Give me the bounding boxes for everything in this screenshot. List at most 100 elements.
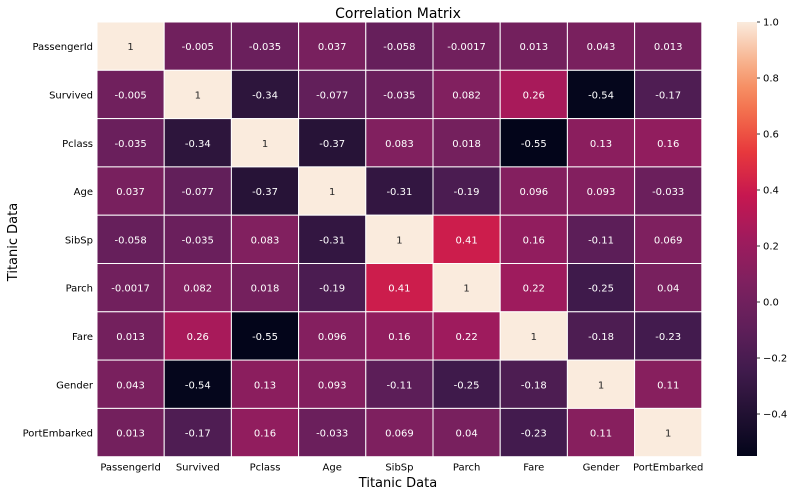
x-axis-label: Titanic Data [358,476,437,491]
heatmap-cell-label: -0.0017 [111,284,150,295]
heatmap-cell-label: 0.069 [654,235,683,246]
heatmap-cell-label: 0.083 [385,139,414,150]
x-tick-label: Parch [453,463,480,474]
heatmap-cell [365,311,434,361]
heatmap-cell [230,118,300,168]
y-tick-label: Gender [56,380,94,391]
heatmap-cell-label: 0.16 [657,139,679,150]
heatmap-cell [634,263,703,313]
heatmap-cell-label: -0.17 [655,90,681,101]
heatmap-cell [96,69,165,120]
heatmap-cell [634,118,703,168]
heatmap-cell-label: 0.093 [318,380,347,391]
heatmap-cell-label: 0.41 [388,284,410,295]
x-tick-label: Age [323,463,342,474]
heatmap-cell-label: -0.0017 [447,42,486,53]
heatmap-cell-label: 1 [329,187,335,198]
heatmap-cell-label: 0.22 [455,332,477,343]
colorbar-tick-label: 0.6 [763,130,779,141]
heatmap-cell-label: 1 [531,332,537,343]
heatmap-cell [96,263,165,313]
y-tick-label: PortEmbarked [23,429,93,440]
heatmap-cell-label: -0.035 [182,235,214,246]
heatmap-cell-label: 0.04 [657,284,679,295]
heatmap-cell [230,69,300,120]
heatmap-cell [365,69,434,120]
x-tick-label: SibSp [385,463,413,474]
heatmap-cell-label: -0.11 [386,380,412,391]
heatmap-cell-label: -0.34 [252,90,278,101]
heatmap-cell-label: -0.54 [588,90,614,101]
heatmap-cell-label: 1 [127,42,133,53]
colorbar-tick-label: 0.4 [763,186,779,197]
x-tick-label: Gender [583,463,621,474]
heatmap-cell-label: -0.18 [521,380,547,391]
heatmap-cell [566,407,636,458]
heatmap-cell-label: -0.31 [319,235,345,246]
y-tick-label: Pclass [62,139,93,150]
x-tick-label: Survived [176,463,220,474]
heatmap-cell [96,118,165,168]
heatmap-cell [432,407,501,458]
heatmap-cell [566,21,636,71]
heatmap-cell-label: -0.23 [655,332,681,343]
heatmap-cell-label: 0.082 [452,90,481,101]
y-tick-label: PassengerId [32,42,93,53]
heatmap-cell-label: -0.37 [252,187,278,198]
heatmap-cell-label: -0.058 [114,235,146,246]
heatmap-cell [634,214,703,264]
heatmap-cell-label: 0.096 [519,187,548,198]
heatmap-cell [634,311,703,361]
heatmap-cell-label: 0.11 [657,380,679,391]
y-tick-label: Fare [72,332,93,343]
heatmap-cell-label: -0.55 [252,332,278,343]
heatmap-cell [230,166,300,216]
heatmap-cell-label: -0.54 [185,380,211,391]
heatmap-cell [499,118,568,168]
heatmap-cell-label: 0.037 [318,42,347,53]
heatmap-cell [163,263,232,313]
heatmap-cell [163,166,232,216]
heatmap-cell-label: 0.018 [251,284,280,295]
heatmap-cell-label: 0.043 [587,42,616,53]
heatmap-cell [634,69,703,120]
heatmap-cell-label: -0.17 [185,429,211,440]
x-tick-label: Pclass [250,463,281,474]
heatmap-cell-label: -0.005 [182,42,214,53]
heatmap-cell [163,21,232,71]
heatmap-cell [432,118,501,168]
heatmap-cell [365,359,434,409]
heatmap-cell [566,214,636,264]
heatmap-cell-label: -0.34 [185,139,211,150]
heatmap-cell [499,214,568,264]
heatmap-cell-label: -0.033 [652,187,684,198]
chart-title: Correlation Matrix [335,6,461,22]
colorbar-tick-label: −0.4 [763,410,787,421]
heatmap-cell-label: -0.25 [588,284,614,295]
heatmap-cell [298,118,367,168]
heatmap-cell-label: -0.033 [316,429,348,440]
heatmap-cell-label: 0.22 [523,284,545,295]
colorbar-tick-label: 1.0 [763,18,779,29]
heatmap-cell-label: 0.013 [654,42,683,53]
heatmap-cells [96,21,703,458]
heatmap-cell-label: 0.082 [183,284,212,295]
heatmap-cell-label: 1 [396,235,402,246]
heatmap-cell-label: -0.19 [454,187,480,198]
y-tick-labels: PassengerId Survived Pclass Age SibSp Parch Fa… [23,42,94,439]
heatmap-cell [163,214,232,264]
heatmap-cell-label: 0.26 [523,90,545,101]
colorbar-ticks: 1.0 0.8 0.6 0.4 0.2 0.0 −0.2 −0.4 [757,18,787,421]
y-tick-label: Survived [49,90,93,101]
x-tick-label: Fare [523,463,544,474]
heatmap-cell-label: -0.18 [588,332,614,343]
heatmap-cell-label: 0.26 [187,332,209,343]
heatmap-cell-label: -0.37 [319,139,345,150]
heatmap-cell [432,311,501,361]
colorbar-tick-label: 0.2 [763,242,779,253]
heatmap-cell [365,214,434,264]
heatmap-cell [96,359,165,409]
x-tick-label: PassengerId [100,463,161,474]
heatmap-cell-label: 0.41 [455,235,477,246]
